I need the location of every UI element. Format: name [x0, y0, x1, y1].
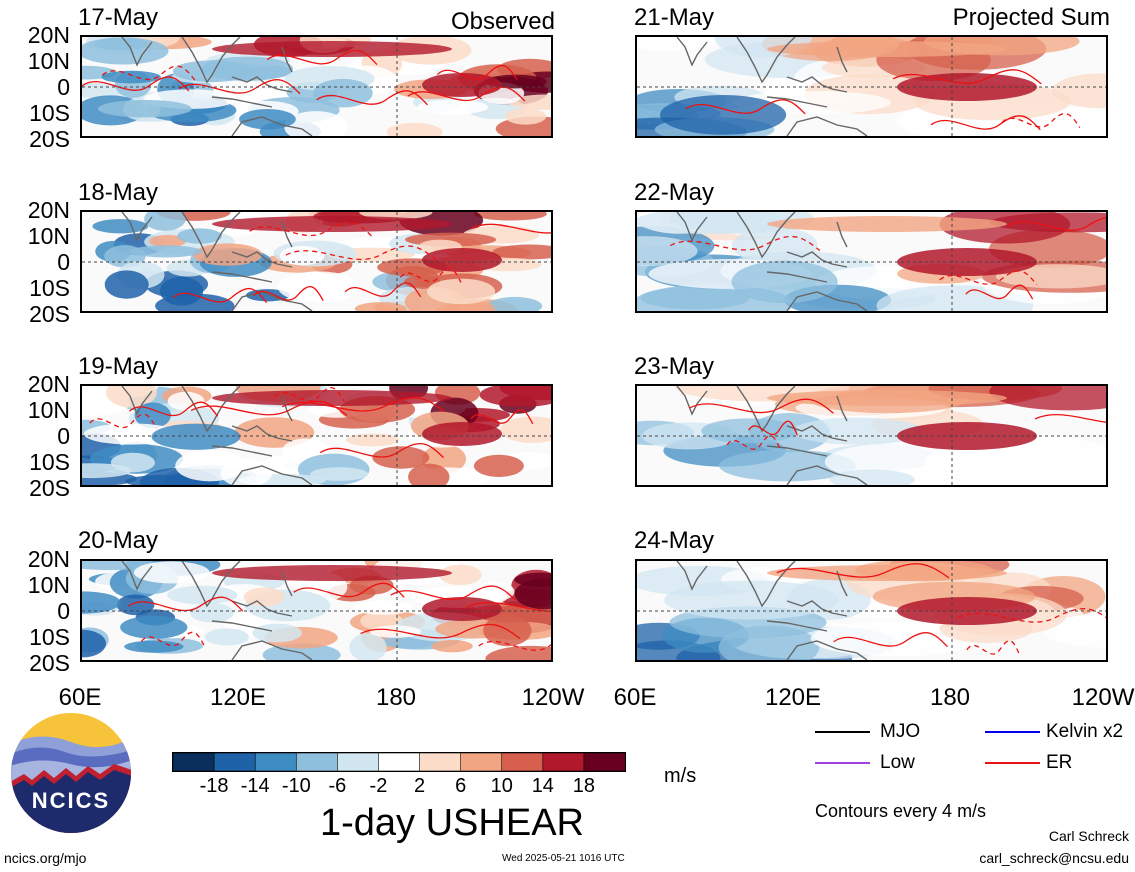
lat-label: 20N [27, 546, 70, 572]
panel-label-projected: Projected Sum [952, 4, 1110, 31]
panel-date-6: 22-May [634, 179, 715, 206]
colorbar-swatch [419, 753, 462, 771]
colorbar-tick-label: -14 [240, 775, 270, 797]
legend-line-kelvin [985, 731, 1040, 733]
legend-line-er [985, 762, 1040, 764]
legend-line-low [815, 762, 870, 764]
footer-author: Carl Schreck [1048, 828, 1129, 844]
chart-title: 1-day USHEAR [320, 802, 584, 844]
legend-label-mjo: MJO [880, 721, 921, 742]
lat-label: 10N [27, 48, 70, 74]
colorbar [172, 752, 626, 772]
panel-date-4: 20-May [78, 527, 159, 554]
panel-label-observed: Observed [450, 8, 555, 35]
colorbar-swatch [213, 753, 256, 771]
lat-label: 10N [27, 572, 70, 598]
panel-date-3: 19-May [78, 353, 159, 380]
colorbar-swatch [583, 753, 625, 771]
colorbar-tick-label: 6 [455, 775, 467, 797]
legend-line-mjo [815, 731, 870, 733]
colorbar-tick-label: -6 [328, 775, 347, 797]
lat-label: 20S [29, 475, 70, 501]
colorbar-swatch [295, 753, 339, 771]
lat-label: 10S [29, 100, 70, 126]
lat-label: 10S [29, 449, 70, 475]
colorbar-tick-label: 10 [490, 775, 513, 797]
lat-label: 20S [29, 650, 70, 676]
colorbar-swatch [542, 753, 585, 771]
lat-label: 0 [57, 74, 70, 100]
panel-date-2: 18-May [78, 179, 159, 206]
lon-label-120e-left: 120E [209, 684, 267, 711]
map-panel-18-may [80, 210, 553, 313]
lon-label-60e-right: 60E [613, 684, 657, 711]
lat-label: 20S [29, 126, 70, 152]
colorbar-tick-label: -18 [199, 775, 229, 797]
panel-date-1: 17-May [78, 4, 159, 31]
lat-label: 0 [57, 598, 70, 624]
colorbar-swatch [254, 753, 298, 771]
lon-label-120w-left: 120W [521, 684, 585, 711]
lat-label: 10N [27, 397, 70, 423]
map-panel-21-may [635, 35, 1108, 138]
lon-label-120w-right: 120W [1071, 684, 1135, 711]
panel-date-8: 24-May [634, 527, 715, 554]
lon-label-120e-right: 120E [764, 684, 822, 711]
colorbar-tick-label: -2 [369, 775, 388, 797]
logo-text: NCICS [31, 788, 111, 813]
lat-label: 20N [27, 197, 70, 223]
legend-label-er: ER [1046, 752, 1073, 773]
map-panel-23-may [635, 384, 1108, 487]
map-panel-24-may [635, 559, 1108, 662]
lat-label: 20N [27, 22, 70, 48]
colorbar-swatch [501, 753, 544, 771]
lat-label: 10S [29, 275, 70, 301]
lat-label: 0 [57, 249, 70, 275]
footer-url: ncics.org/mjo [4, 850, 87, 866]
map-panel-17-may [80, 35, 553, 138]
panel-date-5: 21-May [634, 4, 715, 31]
colorbar-swatch [460, 753, 503, 771]
contour-note: Contours every 4 m/s [815, 801, 987, 821]
lat-label: 10N [27, 223, 70, 249]
map-panel-19-may [80, 384, 553, 487]
lat-label: 10S [29, 624, 70, 650]
colorbar-tick-label: 14 [531, 775, 554, 797]
colorbar-swatch [173, 753, 215, 771]
ncics-logo: NCICS [10, 712, 132, 834]
legend-label-low: Low [880, 752, 915, 773]
colorbar-tick-label: 18 [572, 775, 596, 797]
lon-label-180-right: 180 [929, 684, 971, 711]
lon-label-180-left: 180 [375, 684, 417, 711]
map-panel-20-may [80, 559, 553, 662]
colorbar-swatch [378, 753, 421, 771]
colorbar-tick-label: -10 [281, 775, 311, 797]
lat-label: 20N [27, 371, 70, 397]
colorbar-units: m/s [664, 765, 697, 787]
lat-label: 20S [29, 301, 70, 327]
footer-timestamp: Wed 2025-05-21 1016 UTC [502, 853, 625, 864]
legend-label-kelvin: Kelvin x2 [1046, 721, 1124, 742]
footer-email: carl_schreck@ncsu.edu [979, 850, 1129, 866]
map-panel-22-may [635, 210, 1108, 313]
colorbar-swatch [337, 753, 380, 771]
panel-date-7: 23-May [634, 353, 715, 380]
colorbar-tick-label: 2 [413, 775, 426, 797]
lat-label: 0 [57, 423, 70, 449]
lon-label-60e-left: 60E [58, 684, 102, 711]
